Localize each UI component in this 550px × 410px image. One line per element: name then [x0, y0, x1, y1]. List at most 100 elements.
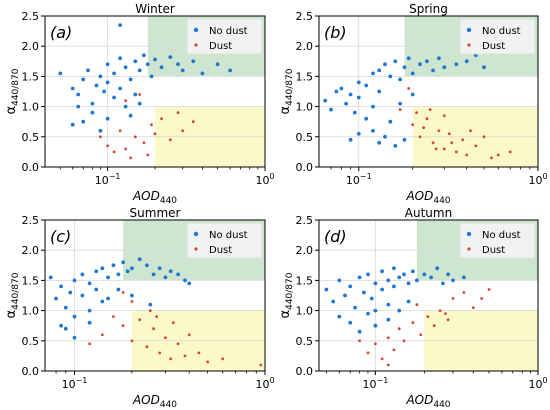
no-dust-point	[106, 296, 110, 301]
x-tick-label: 10−1	[62, 376, 88, 391]
no-dust-point	[176, 272, 181, 277]
panel-title: Autumn	[405, 206, 452, 220]
no-dust-point	[98, 74, 103, 79]
no-dust-point	[87, 320, 92, 325]
no-dust-point	[386, 317, 391, 322]
no-dust-point	[371, 71, 375, 76]
no-dust-point	[159, 65, 164, 70]
dust-point	[153, 132, 157, 136]
no-dust-point	[183, 278, 187, 283]
no-dust-point	[383, 62, 387, 67]
dust-point	[386, 363, 390, 367]
no-dust-point	[58, 71, 63, 76]
y-axis-label: α440/870	[278, 68, 295, 114]
y-tick-label: 1.0	[22, 101, 40, 114]
dust-point	[88, 342, 91, 346]
legend-marker-no-dust	[193, 27, 199, 33]
no-dust-point	[334, 89, 339, 94]
no-dust-point	[59, 323, 63, 328]
dust-point	[469, 129, 472, 133]
dust-point	[482, 135, 486, 139]
dust-point	[183, 354, 187, 358]
x-tick-label: 10−1	[362, 376, 388, 391]
no-dust-point	[63, 305, 68, 310]
dust-point	[461, 138, 465, 142]
dust-point	[465, 153, 469, 157]
no-dust-point	[148, 302, 153, 307]
no-dust-point	[435, 266, 440, 271]
x-axis-label: AOD440	[405, 393, 450, 410]
no-dust-point	[393, 59, 398, 64]
no-dust-point	[383, 134, 387, 139]
no-dust-point	[356, 131, 361, 136]
no-dust-point	[149, 74, 154, 79]
no-dust-point	[70, 86, 75, 91]
no-dust-point	[94, 269, 99, 274]
no-dust-point	[356, 80, 361, 85]
no-dust-point	[373, 308, 378, 313]
y-tick-label: 2.0	[296, 244, 314, 257]
no-dust-point	[380, 287, 384, 292]
dust-point	[392, 348, 396, 352]
dust-point	[124, 147, 127, 151]
no-dust-point	[393, 144, 398, 148]
no-dust-point	[366, 272, 370, 277]
no-dust-point	[90, 110, 95, 115]
no-dust-point	[118, 23, 122, 27]
no-dust-point	[80, 272, 85, 277]
no-dust-point	[112, 95, 116, 100]
legend-marker-dust	[467, 247, 471, 251]
no-dust-point	[72, 278, 77, 283]
dust-point	[138, 318, 142, 322]
no-dust-point	[128, 77, 133, 82]
no-dust-point	[59, 284, 63, 289]
dust-point	[106, 144, 109, 148]
no-dust-point	[406, 281, 411, 286]
no-dust-point	[398, 77, 402, 82]
dust-point	[259, 363, 263, 367]
dust-point	[444, 312, 447, 315]
no-dust-point	[377, 89, 382, 94]
dust-point	[169, 357, 173, 361]
no-dust-point	[323, 98, 328, 103]
y-tick-label: 2.0	[22, 244, 40, 257]
no-dust-point	[348, 92, 353, 97]
no-dust-point	[100, 299, 105, 304]
no-dust-point	[116, 272, 121, 277]
no-dust-point	[142, 53, 146, 58]
no-dust-point	[153, 57, 157, 62]
panel-title: Summer	[130, 206, 181, 220]
no-dust-point	[402, 65, 407, 70]
dust-point	[152, 327, 156, 331]
no-dust-point	[402, 272, 406, 277]
legend-label-no-dust: No dust	[482, 230, 521, 241]
no-dust-point	[371, 128, 375, 133]
no-dust-point	[357, 329, 362, 334]
dust-point	[411, 123, 415, 127]
no-dust-point	[324, 287, 329, 292]
no-dust-point	[118, 56, 122, 61]
panel-autumn: 0.0 0.5 1.0 1.5 2.0 2.5 10−1 100 Autumn (d) No dus…	[278, 206, 548, 410]
dust-point	[112, 315, 115, 318]
legend-label-dust: Dust	[482, 41, 505, 52]
no-dust-point	[392, 266, 396, 271]
dust-point	[366, 351, 370, 355]
dust-point	[142, 141, 146, 145]
no-dust-point	[446, 272, 450, 277]
dust-point	[442, 114, 446, 118]
no-dust-point	[348, 284, 353, 289]
panel-winter: 0.0 0.5 1.0 1.5 2.0 2.5 10−1 100 Winter (a) No dus…	[4, 2, 275, 206]
plot-frame	[318, 219, 539, 372]
y-tick-label: 0.5	[296, 335, 314, 348]
no-dust-point	[98, 128, 103, 133]
panel-title: Winter	[135, 2, 175, 16]
no-dust-point	[353, 305, 357, 310]
panel-label: (a)	[50, 23, 72, 42]
dust-point	[176, 111, 180, 114]
dust-point	[181, 129, 185, 133]
y-tick-label: 0.0	[22, 365, 40, 378]
no-dust-point	[410, 92, 415, 97]
y-axis-label: α440/870	[278, 272, 295, 318]
no-dust-point	[102, 89, 106, 94]
y-axis-label: α440/870	[4, 272, 21, 318]
